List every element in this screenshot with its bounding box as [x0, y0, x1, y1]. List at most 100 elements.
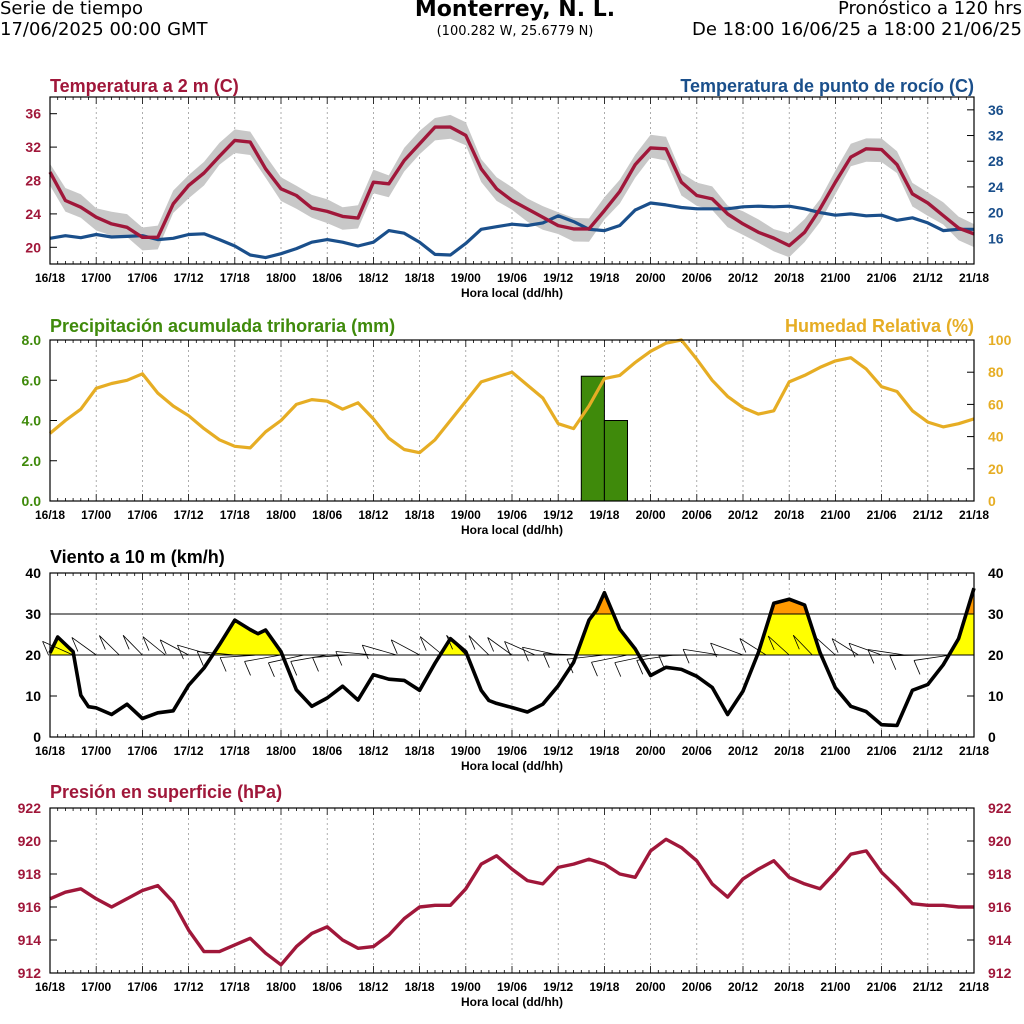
y-tick-label-left: 24: [25, 206, 41, 222]
wind-barb: [710, 642, 744, 656]
x-tick-label: 19/12: [543, 508, 573, 522]
wind-barb: [848, 642, 882, 656]
wind-barb: [591, 654, 628, 663]
x-tick-label: 21/06: [867, 271, 897, 285]
y-tick-label-right: 36: [988, 102, 1004, 118]
wind-barb: [419, 636, 443, 656]
wind-barb: [244, 661, 251, 676]
x-tick-label: 16/18: [35, 508, 65, 522]
y-tick-label-right: 100: [988, 332, 1012, 348]
x-axis-title: Hora local (dd/hh): [461, 286, 563, 300]
x-tick-label: 21/06: [867, 744, 897, 758]
panel-border: [49, 807, 975, 974]
header-center: Monterrey, N. L. (100.282 W, 25.6779 N): [340, 0, 690, 41]
x-tick-label: 21/00: [820, 271, 850, 285]
y-tick-label-left: 922: [18, 800, 42, 816]
wind-barb: [889, 654, 928, 657]
x-tick-label: 19/12: [543, 271, 573, 285]
x-tick-label: 18/12: [358, 508, 388, 522]
x-tick-label: 20/12: [728, 271, 758, 285]
y-tick-label-right: 10: [988, 688, 1004, 704]
wind-fill-20-30: [577, 614, 638, 655]
x-axis-title: Hora local (dd/hh): [461, 995, 563, 1009]
wind-barb: [122, 635, 130, 650]
wind-barb: [268, 662, 275, 677]
x-tick-label: 17/06: [127, 980, 157, 994]
wind-barb: [614, 662, 622, 677]
y-tick-label-left: 0.0: [22, 493, 42, 509]
temperature-uncertainty-band: [50, 114, 974, 258]
y-tick-label-left: 8.0: [22, 332, 42, 348]
wind-barb: [42, 641, 74, 656]
x-tick-label: 20/18: [774, 744, 804, 758]
wind-barb: [793, 634, 813, 656]
y-tick-label-right: 16: [988, 230, 1004, 246]
x-tick-label: 19/06: [497, 508, 527, 522]
city-coordinates: (100.282 W, 25.6779 N): [436, 24, 594, 39]
wind-barb: [487, 637, 495, 652]
wind-barb: [683, 648, 720, 656]
x-tick-label: 19/18: [589, 744, 619, 758]
wind-barb: [42, 641, 49, 656]
precipitation-bar: [580, 375, 605, 502]
humidity-line: [48, 338, 975, 455]
y-tick-label-left: 2.0: [22, 453, 42, 469]
x-tick-label: 21/06: [867, 508, 897, 522]
wind-barb: [792, 635, 800, 650]
x-tick-label: 20/12: [728, 744, 758, 758]
x-tick-label: 18/18: [405, 508, 435, 522]
y-tick-label-right: 20: [988, 205, 1004, 221]
x-tick-label: 18/00: [266, 744, 296, 758]
wind-barb: [220, 654, 258, 658]
y-tick-label-right: 0: [988, 493, 996, 509]
wind-barb: [244, 654, 282, 662]
x-tick-label: 21/18: [959, 508, 989, 522]
x-tick-label: 20/18: [774, 980, 804, 994]
x-tick-label: 18/18: [405, 980, 435, 994]
panel-3: 16/18 17/00 17/06 17/12 17/18 18/00 18/06 18/12…: [25, 565, 1003, 773]
y-tick-label-left: 6.0: [22, 372, 42, 388]
x-tick-label: 18/06: [312, 980, 342, 994]
y-tick-label-left: 916: [18, 899, 42, 915]
x-tick-label: 17/18: [220, 980, 250, 994]
x-tick-label: 20/06: [682, 744, 712, 758]
dewpoint-line: [49, 201, 974, 260]
x-tick-label: 21/18: [959, 980, 989, 994]
wind-barb: [122, 635, 143, 656]
y-tick-label-left: 20: [25, 647, 41, 663]
x-tick-label: 18/06: [312, 744, 342, 758]
x-tick-label: 18/00: [266, 508, 296, 522]
wind-barb: [290, 661, 298, 676]
wind-barb: [312, 657, 319, 672]
wind-barb: [361, 644, 369, 660]
y-tick-label-left: 40: [25, 565, 41, 581]
y-tick-label-left: 0: [33, 729, 41, 745]
wind-barb: [362, 644, 397, 656]
wind-barb: [831, 638, 839, 653]
wind-barb: [335, 651, 343, 666]
wind-barb: [71, 637, 79, 652]
wind-barb: [197, 651, 235, 656]
x-tick-label: 16/18: [35, 980, 65, 994]
x-tick-label: 19/00: [451, 508, 481, 522]
wind-barb: [487, 637, 513, 656]
x-tick-label: 21/00: [820, 980, 850, 994]
x-tick-label: 17/06: [127, 508, 157, 522]
x-tick-label: 20/00: [636, 508, 666, 522]
panel-border: [49, 96, 975, 265]
wind-barb: [739, 638, 767, 656]
y-tick-label-right: 28: [988, 153, 1004, 169]
x-tick-label: 19/00: [451, 980, 481, 994]
wind-barb: [504, 641, 511, 656]
wind-barb: [468, 635, 476, 650]
temperature-title: Temperatura a 2 m (C): [50, 76, 239, 96]
y-tick-label-right: 30: [988, 606, 1004, 622]
series-label: Serie de tiempo: [0, 0, 144, 19]
wind-barb: [710, 642, 717, 658]
wind-fill-20-30: [758, 614, 820, 655]
x-tick-label: 17/12: [174, 271, 204, 285]
wind-barb: [591, 662, 598, 677]
wind-barb: [99, 635, 106, 650]
x-tick-label: 20/00: [636, 980, 666, 994]
